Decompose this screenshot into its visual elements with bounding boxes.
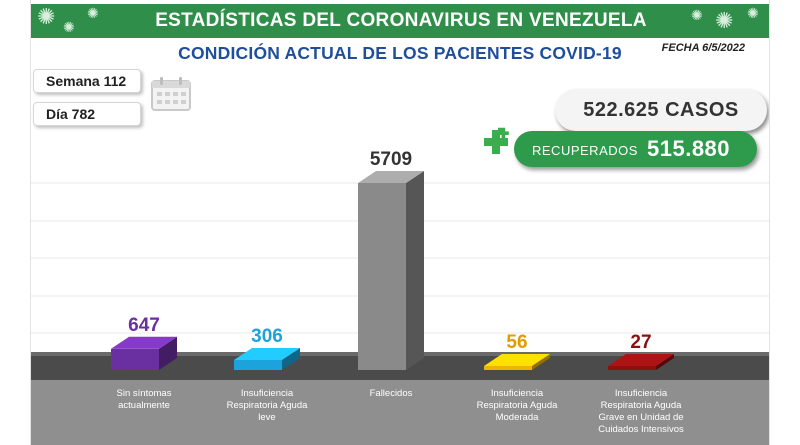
coronavirus-icon: ✺ <box>87 5 99 21</box>
bar-top-2 <box>358 171 424 183</box>
infographic-frame: 647 306 5709 56 27 ✺ ✺ ✺ ESTADÍSTICAS DEL CO… <box>30 0 770 445</box>
recovered-label: RECUPERADOS <box>532 143 638 158</box>
plus-icon <box>484 127 509 154</box>
coronavirus-icon: ✺ <box>715 8 734 33</box>
category-label-line: Respiratoria Aguda <box>226 400 308 411</box>
bar-chart: 647 306 5709 56 27 <box>31 149 769 445</box>
bar-2 <box>358 183 406 370</box>
category-label-line: Insuficiencia <box>240 388 294 399</box>
category-label-line: leve <box>258 412 276 423</box>
bar-side-0 <box>159 336 177 370</box>
category-label-line: Insuficiencia <box>614 388 668 399</box>
bar-3 <box>484 366 532 370</box>
bar-value-label: 5709 <box>370 149 412 170</box>
bar-0 <box>111 348 159 370</box>
bar-side-4 <box>656 354 674 370</box>
category-label-line: Respiratoria Aguda <box>476 400 558 411</box>
coronavirus-icon: ✺ <box>691 7 703 23</box>
bar-side-1 <box>282 347 300 370</box>
bar-side-3 <box>532 354 550 370</box>
bar-value-label: 56 <box>506 332 527 353</box>
category-label: Fallecidos <box>331 388 451 400</box>
category-label: Insuficiencia Respiratoria Aguda Grave en … <box>581 388 701 436</box>
coronavirus-icon: ✺ <box>63 19 75 35</box>
bar-side-2 <box>406 171 424 370</box>
category-label-line: Insuficiencia <box>490 388 544 399</box>
report-date: FECHA 6/5/2022 <box>661 42 745 54</box>
bar-value-label: 647 <box>128 315 160 336</box>
category-label: Insuficiencia Respiratoria Aguda leve <box>207 388 327 424</box>
bar-4 <box>608 366 656 370</box>
bar-value-label: 306 <box>251 326 283 347</box>
category-label: Insuficiencia Respiratoria Aguda Moderada <box>457 388 577 424</box>
category-label-line: Moderada <box>495 412 539 423</box>
bar-top-1 <box>234 347 300 360</box>
bar-top-0 <box>111 336 177 349</box>
total-cases-badge: 522.625 CASOS <box>555 89 767 131</box>
category-label: Sin síntomas actualmente <box>84 388 204 412</box>
calendar-icon <box>151 77 191 111</box>
category-label-line: actualmente <box>118 400 170 411</box>
week-badge: Semana 112 <box>33 69 141 93</box>
page-subtitle: CONDICIÓN ACTUAL DE LOS PACIENTES COVID-… <box>178 43 622 63</box>
chart-base <box>31 380 769 445</box>
bar-value-label: 27 <box>630 332 651 353</box>
bar-top-4 <box>608 354 674 366</box>
category-label-line: Cuidados Intensivos <box>598 424 684 435</box>
category-label-line: Fallecidos <box>369 388 413 399</box>
category-label-line: Sin síntomas <box>116 388 172 399</box>
day-badge: Día 782 <box>33 102 141 126</box>
bar-top-3 <box>484 354 550 366</box>
coronavirus-icon: ✺ <box>747 5 759 21</box>
category-label-line: Respiratoria Aguda <box>600 400 682 411</box>
recovered-value: 515.880 <box>647 136 731 161</box>
recovered-badge: RECUPERADOS 515.880 <box>514 131 757 167</box>
header-banner: ✺ ✺ ✺ ESTADÍSTICAS DEL CORONAVIRUS EN VE… <box>31 4 769 38</box>
bar-1 <box>234 359 282 370</box>
page-title: ESTADÍSTICAS DEL CORONAVIRUS EN VENEZUEL… <box>155 10 647 31</box>
coronavirus-icon: ✺ <box>37 4 56 29</box>
category-label-line: Grave en Unidad de <box>598 412 684 423</box>
